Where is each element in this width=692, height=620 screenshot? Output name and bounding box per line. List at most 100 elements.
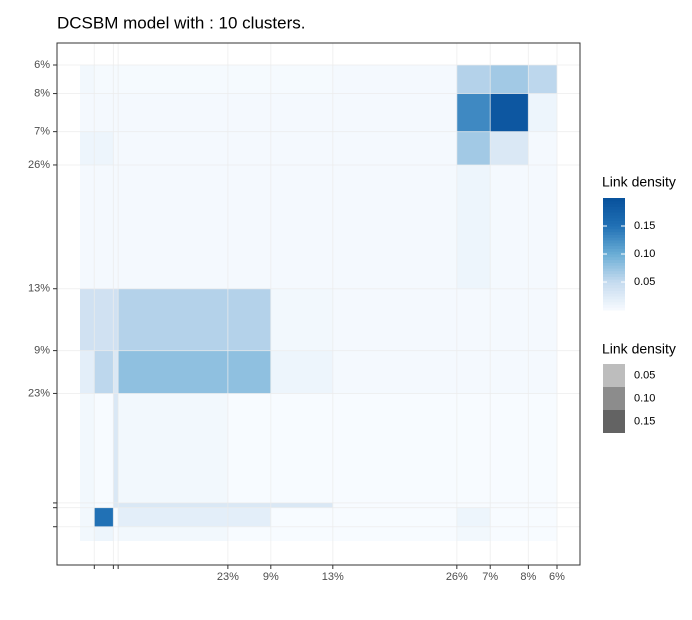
- cell: [270, 502, 333, 508]
- x-tick-label: 8%: [520, 571, 536, 583]
- colorbar-segment: [603, 198, 625, 202]
- legend-label: 0.10: [634, 248, 655, 260]
- cell: [490, 65, 529, 94]
- cell: [528, 131, 557, 165]
- legend-key: [603, 410, 625, 433]
- cell: [270, 164, 333, 289]
- cell: [332, 507, 457, 527]
- cell: [113, 288, 119, 351]
- y-tick-label: 13%: [28, 283, 50, 295]
- colorbar-segment: [603, 240, 625, 244]
- x-tick-label: 26%: [446, 571, 468, 583]
- cell: [490, 93, 529, 132]
- cell: [456, 502, 491, 508]
- colorbar-segment: [603, 296, 625, 300]
- cell: [332, 393, 457, 503]
- cell: [528, 93, 557, 132]
- colorbar-segment: [603, 307, 625, 311]
- colorbar-segment: [603, 276, 625, 280]
- cell: [270, 93, 333, 132]
- colorbar-segment: [603, 200, 625, 205]
- cell: [528, 164, 557, 289]
- cell: [227, 350, 271, 394]
- cell: [113, 65, 119, 94]
- cell: [332, 350, 457, 394]
- colorbar-segment: [603, 304, 625, 308]
- colorbar-segment: [603, 259, 625, 263]
- cell: [118, 350, 228, 394]
- cell: [118, 507, 228, 527]
- colorbar-segment: [603, 301, 625, 305]
- cell: [227, 65, 271, 94]
- colorbar-segment: [603, 206, 625, 210]
- cell: [227, 164, 271, 289]
- cell: [80, 288, 95, 351]
- legend-label: 0.05: [634, 369, 655, 381]
- cell: [270, 65, 333, 94]
- cell: [270, 393, 333, 503]
- colorbar-segment: [603, 203, 625, 207]
- cell: [80, 164, 95, 289]
- cell: [118, 526, 228, 541]
- legend-label: 0.10: [634, 392, 655, 404]
- panel-border: [56, 42, 581, 566]
- cell: [80, 65, 95, 94]
- colorbar-segment: [603, 293, 625, 297]
- cell: [80, 526, 95, 541]
- legend-key: [603, 364, 625, 387]
- colorbar-segment: [603, 284, 625, 289]
- cell: [94, 131, 114, 165]
- cell: [227, 526, 271, 541]
- cell: [80, 131, 95, 165]
- colorbar-segment: [603, 268, 625, 272]
- colorbar-segment: [603, 262, 625, 266]
- cell: [332, 502, 457, 508]
- x-tick-label: 23%: [217, 571, 239, 583]
- cell: [113, 526, 119, 541]
- cell: [94, 393, 114, 503]
- cell: [113, 131, 119, 165]
- colorbar-segment: [603, 254, 625, 258]
- legend-title: Link density: [602, 174, 676, 190]
- x-tick-label: 9%: [263, 571, 279, 583]
- cell: [490, 502, 529, 508]
- colorbar-segment: [603, 234, 625, 238]
- cell: [80, 393, 95, 503]
- cell: [227, 288, 271, 351]
- cell: [490, 507, 529, 527]
- cell: [528, 350, 557, 394]
- cell: [270, 526, 333, 541]
- cell: [456, 164, 491, 289]
- colorbar-segment: [603, 217, 625, 221]
- y-tick-label: 23%: [28, 387, 50, 399]
- colorbar-segment: [603, 287, 625, 291]
- cell: [528, 288, 557, 351]
- colorbar-segment: [603, 290, 625, 294]
- cell: [227, 502, 271, 508]
- cell: [490, 288, 529, 351]
- x-tick-label: 13%: [322, 571, 344, 583]
- colorbar-segment: [603, 228, 625, 233]
- cell: [456, 131, 491, 165]
- y-tick-label: 8%: [34, 87, 50, 99]
- colorbar-segment: [603, 231, 625, 235]
- cell: [528, 502, 557, 508]
- cell: [528, 393, 557, 503]
- y-tick-label: 26%: [28, 159, 50, 171]
- colorbar-segment: [603, 273, 625, 277]
- cell: [227, 393, 271, 503]
- chart-title: DCSBM model with : 10 clusters.: [57, 13, 305, 32]
- legend-label: 0.05: [634, 276, 655, 288]
- cell: [456, 65, 491, 94]
- cell: [490, 131, 529, 165]
- x-tick-label: 7%: [482, 571, 498, 583]
- cell: [118, 502, 228, 508]
- cell: [118, 288, 228, 351]
- cell: [270, 131, 333, 165]
- cell: [94, 288, 114, 351]
- cell: [118, 131, 228, 165]
- colorbar-segment: [603, 226, 625, 230]
- cell: [113, 164, 119, 289]
- legend-key: [603, 387, 625, 410]
